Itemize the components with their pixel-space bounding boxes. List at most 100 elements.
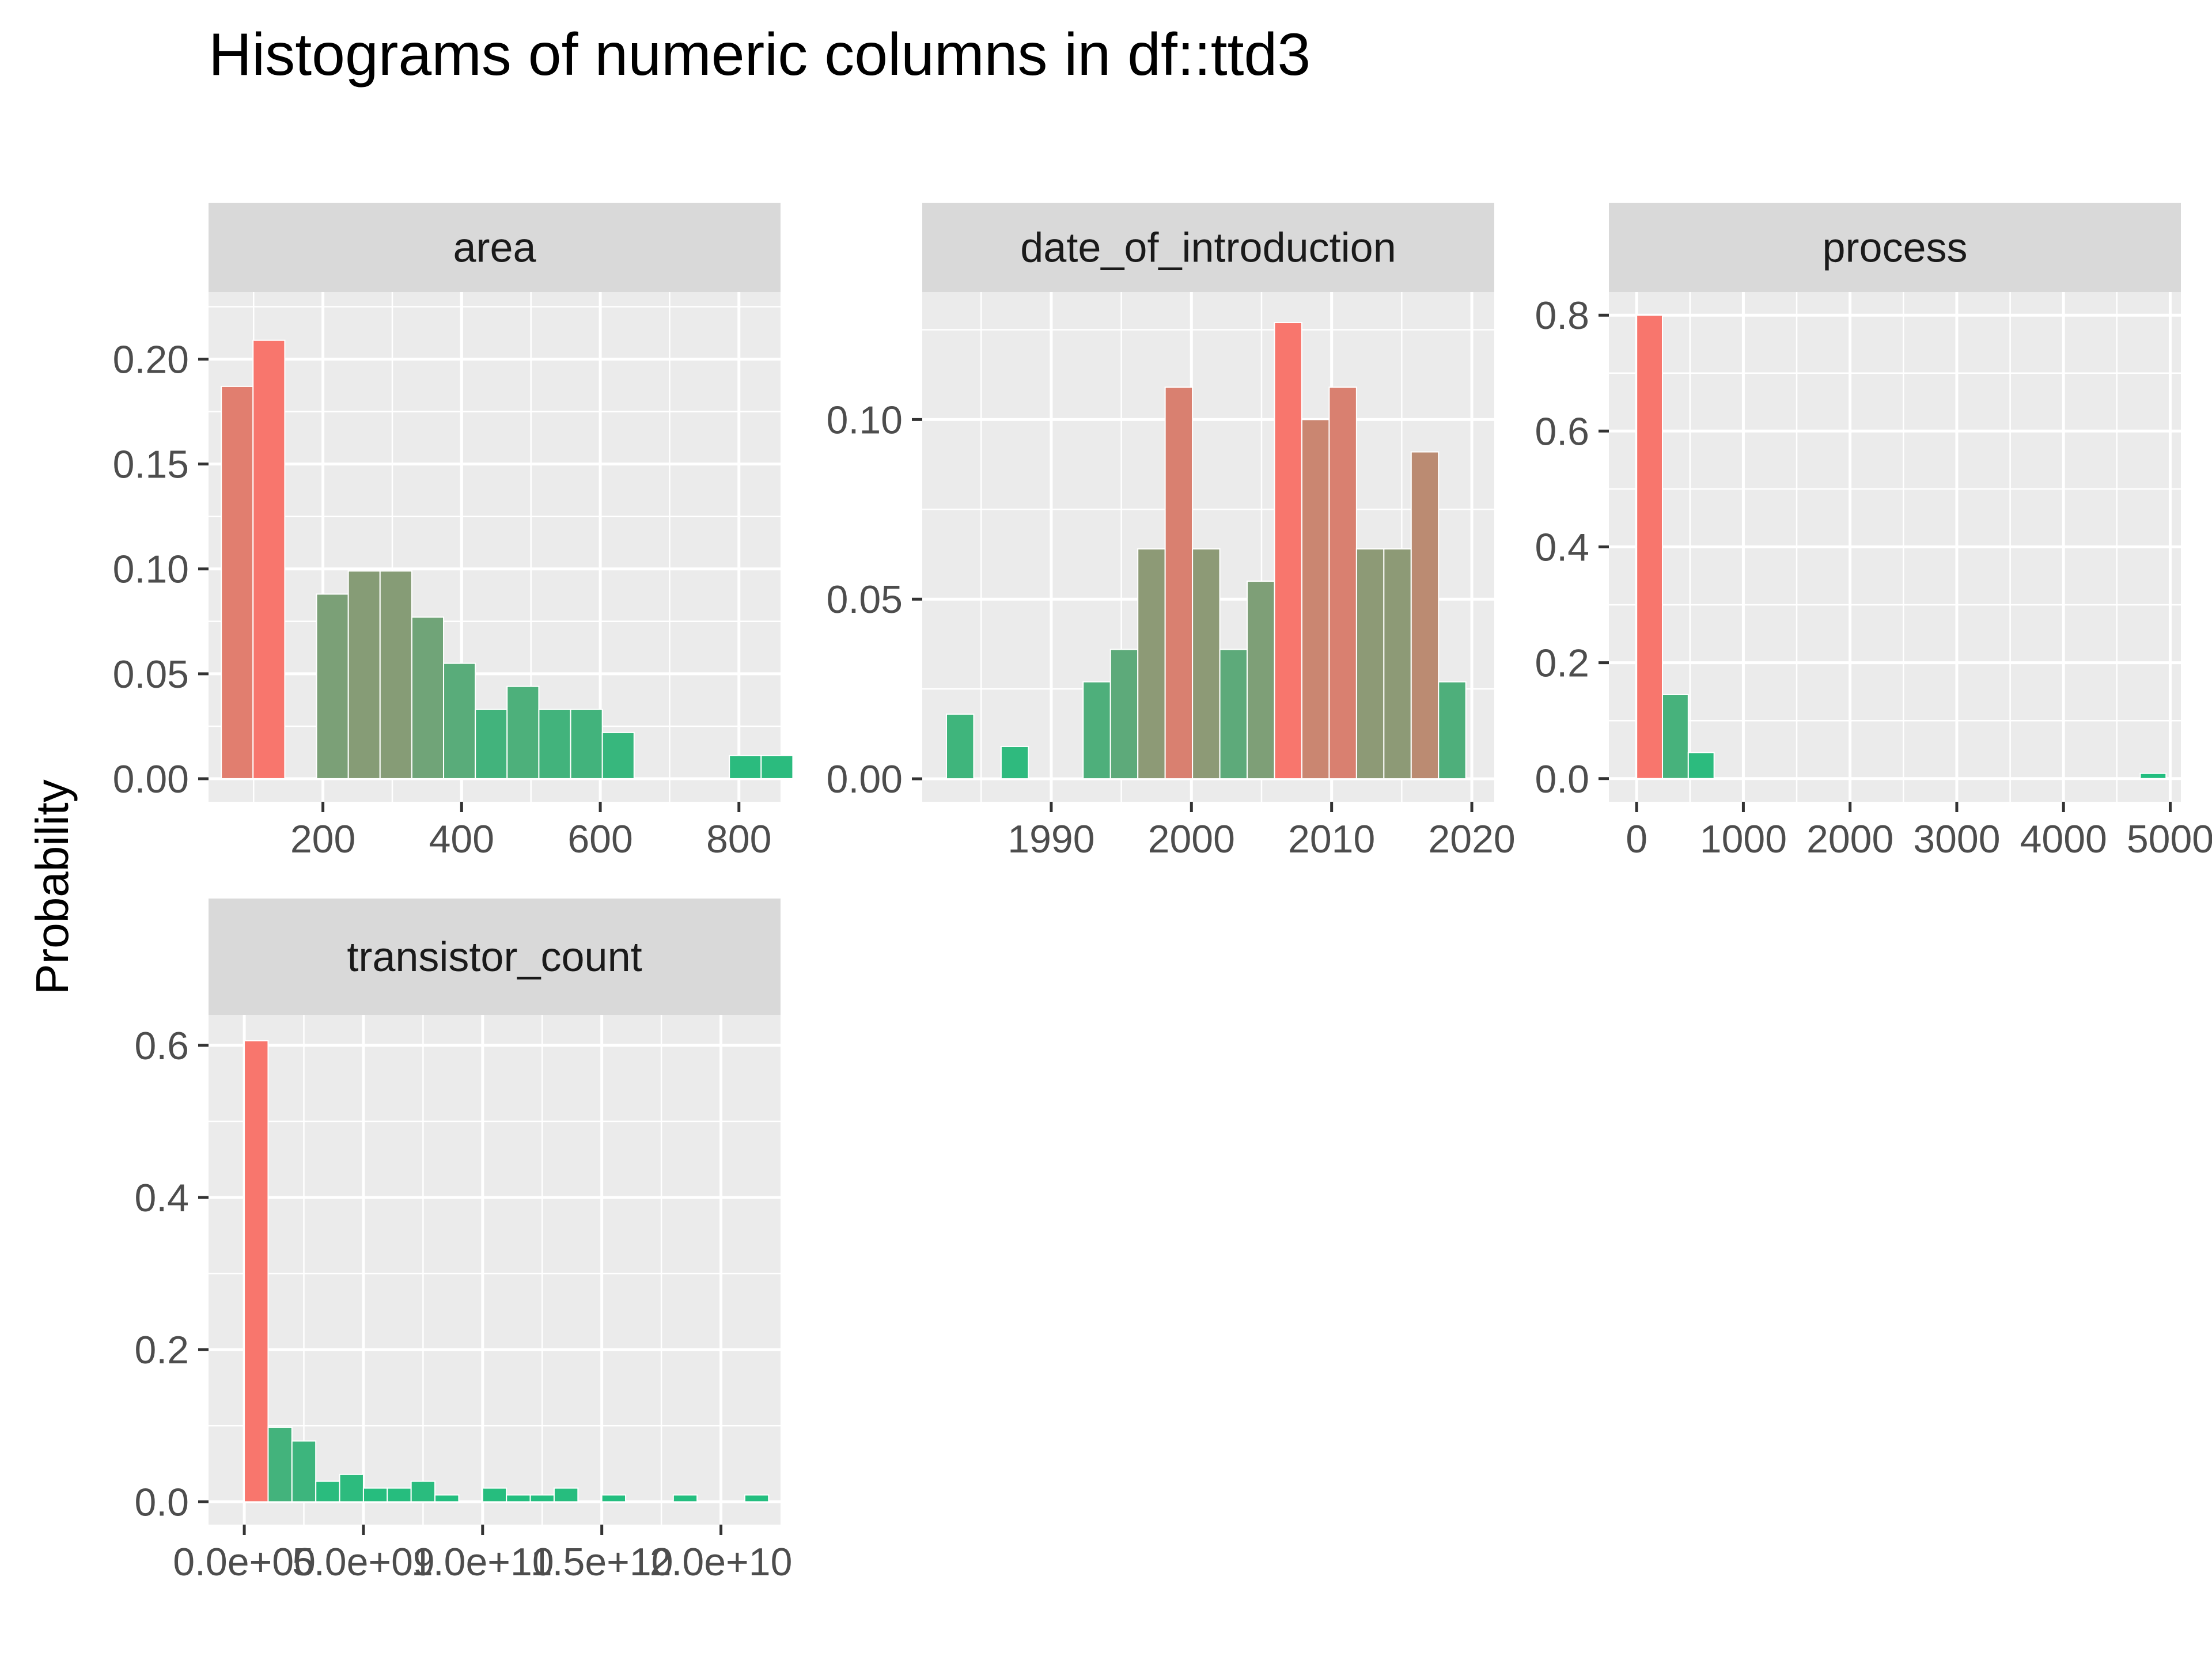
x-tick-label: 2000 (1148, 817, 1235, 861)
histogram-bar (315, 1480, 340, 1503)
histogram-bar (482, 1487, 507, 1503)
histogram-bar (410, 1480, 436, 1503)
histogram-bar (2139, 772, 2167, 779)
histogram-bar (538, 708, 571, 779)
x-tick-label: 1.5e+10 (531, 1540, 673, 1584)
histogram-bar (945, 713, 975, 780)
histogram-bar (387, 1487, 412, 1503)
x-tick-label: 5000 (2127, 817, 2212, 861)
histogram-bar (553, 1487, 579, 1503)
histogram-bar (506, 685, 540, 779)
histogram-bar (362, 1487, 388, 1503)
y-tick-label: 0.00 (113, 757, 189, 801)
facet-strip (209, 203, 781, 292)
y-tick-label: 0.10 (827, 398, 903, 442)
histogram-bar (760, 755, 794, 779)
y-tick-label: 0.20 (113, 338, 189, 382)
facet-strip (1609, 203, 2181, 292)
x-tick-label: 3000 (1913, 817, 2000, 861)
histogram-bar (570, 708, 603, 779)
x-tick-label: 1990 (1007, 817, 1094, 861)
histogram-bar (1301, 419, 1330, 780)
histogram-bar (601, 1494, 627, 1503)
histogram-bar (1438, 681, 1467, 780)
x-tick-label: 0 (1626, 817, 1647, 861)
y-tick-label: 0.4 (1535, 526, 1589, 570)
histogram-bar (601, 731, 635, 779)
histogram-bar (506, 1494, 531, 1503)
facet-strip (922, 203, 1494, 292)
x-tick-label: 1.0e+10 (411, 1540, 554, 1584)
facet-transistor-count: transistor_count 0.0e+005.0e+091.0e+101.5… (134, 899, 792, 1584)
x-tick-label: 2020 (1428, 817, 1515, 861)
histogram-bar (1355, 548, 1385, 780)
histogram-bar (434, 1494, 460, 1503)
y-tick-label: 0.6 (134, 1024, 189, 1068)
histogram-bar (316, 593, 349, 779)
histogram-bar (529, 1494, 555, 1503)
x-tick-label: 400 (429, 817, 494, 861)
y-tick-label: 0.2 (1535, 642, 1589, 685)
histogram-bar (291, 1440, 317, 1503)
histogram-bar (1219, 649, 1248, 780)
y-tick-label: 0.8 (1535, 294, 1589, 338)
histogram-bar (1636, 314, 1664, 779)
histogram-bar (1274, 322, 1302, 780)
histogram-bar (339, 1473, 364, 1503)
y-tick-label: 0.6 (1535, 410, 1589, 453)
x-tick-label: 4000 (2020, 817, 2107, 861)
histogram-bar (744, 1494, 770, 1503)
histogram-bar (1383, 548, 1412, 780)
histogram-bar (1137, 548, 1166, 780)
y-axis-label: Probability (26, 779, 78, 995)
histogram-bar (1192, 548, 1221, 780)
facet-strip-label: date_of_introduction (1020, 225, 1396, 271)
x-tick-label: 2010 (1288, 817, 1375, 861)
histogram-bar (729, 755, 762, 779)
facet-area: area 200 400 600 800 0.00 0.05 0.10 0.15 0.20 (113, 203, 794, 861)
chart-title: Histograms of numeric columns in df::ttd… (209, 21, 1310, 88)
y-tick-label: 0.0 (134, 1480, 189, 1524)
histogram-bar (267, 1426, 293, 1503)
y-tick-label: 0.05 (827, 578, 903, 621)
histogram-bar (347, 570, 381, 779)
histogram-bar (1662, 693, 1689, 779)
x-tick-label: 0.0e+00 (173, 1540, 316, 1584)
facet-strip-label: area (453, 225, 536, 271)
x-tick-label: 800 (706, 817, 771, 861)
histogram-bar (411, 616, 445, 779)
histogram-bar (252, 339, 286, 779)
histogram-bar (1328, 386, 1357, 780)
histogram-bar (443, 662, 476, 779)
x-tick-label: 2000 (1806, 817, 1893, 861)
y-tick-label: 0.05 (113, 653, 189, 696)
histogram-bar (1082, 681, 1111, 780)
histogram-bar (475, 708, 508, 779)
facet-process: process 0 1000 2000 3000 4000 5000 0.0 0.2 0.4 0.6… (1535, 203, 2212, 861)
histogram-bar (379, 570, 412, 779)
histogram-bar (1000, 745, 1029, 780)
y-tick-label: 0.15 (113, 443, 189, 487)
histogram-bar (1109, 649, 1139, 780)
y-tick-label: 0.10 (113, 548, 189, 592)
y-tick-label: 0.4 (134, 1176, 189, 1220)
histogram-bar (244, 1040, 269, 1503)
histogram-bar (1164, 386, 1194, 780)
x-tick-label: 2.0e+10 (650, 1540, 793, 1584)
histogram-bar (1247, 581, 1275, 780)
x-tick-label: 200 (290, 817, 355, 861)
facet-strip (209, 899, 781, 1015)
histogram-bar (1410, 451, 1440, 780)
y-tick-label: 0.00 (827, 757, 903, 801)
histogram-bar (672, 1494, 698, 1503)
histogram-bar (1687, 752, 1715, 779)
facet-strip-label: process (1822, 225, 1967, 271)
y-tick-label: 0.2 (134, 1328, 189, 1372)
histogram-bar (221, 385, 254, 779)
facet-strip-label: transistor_count (347, 934, 642, 980)
y-tick-label: 0.0 (1535, 757, 1589, 801)
x-tick-label: 5.0e+09 (292, 1540, 435, 1584)
